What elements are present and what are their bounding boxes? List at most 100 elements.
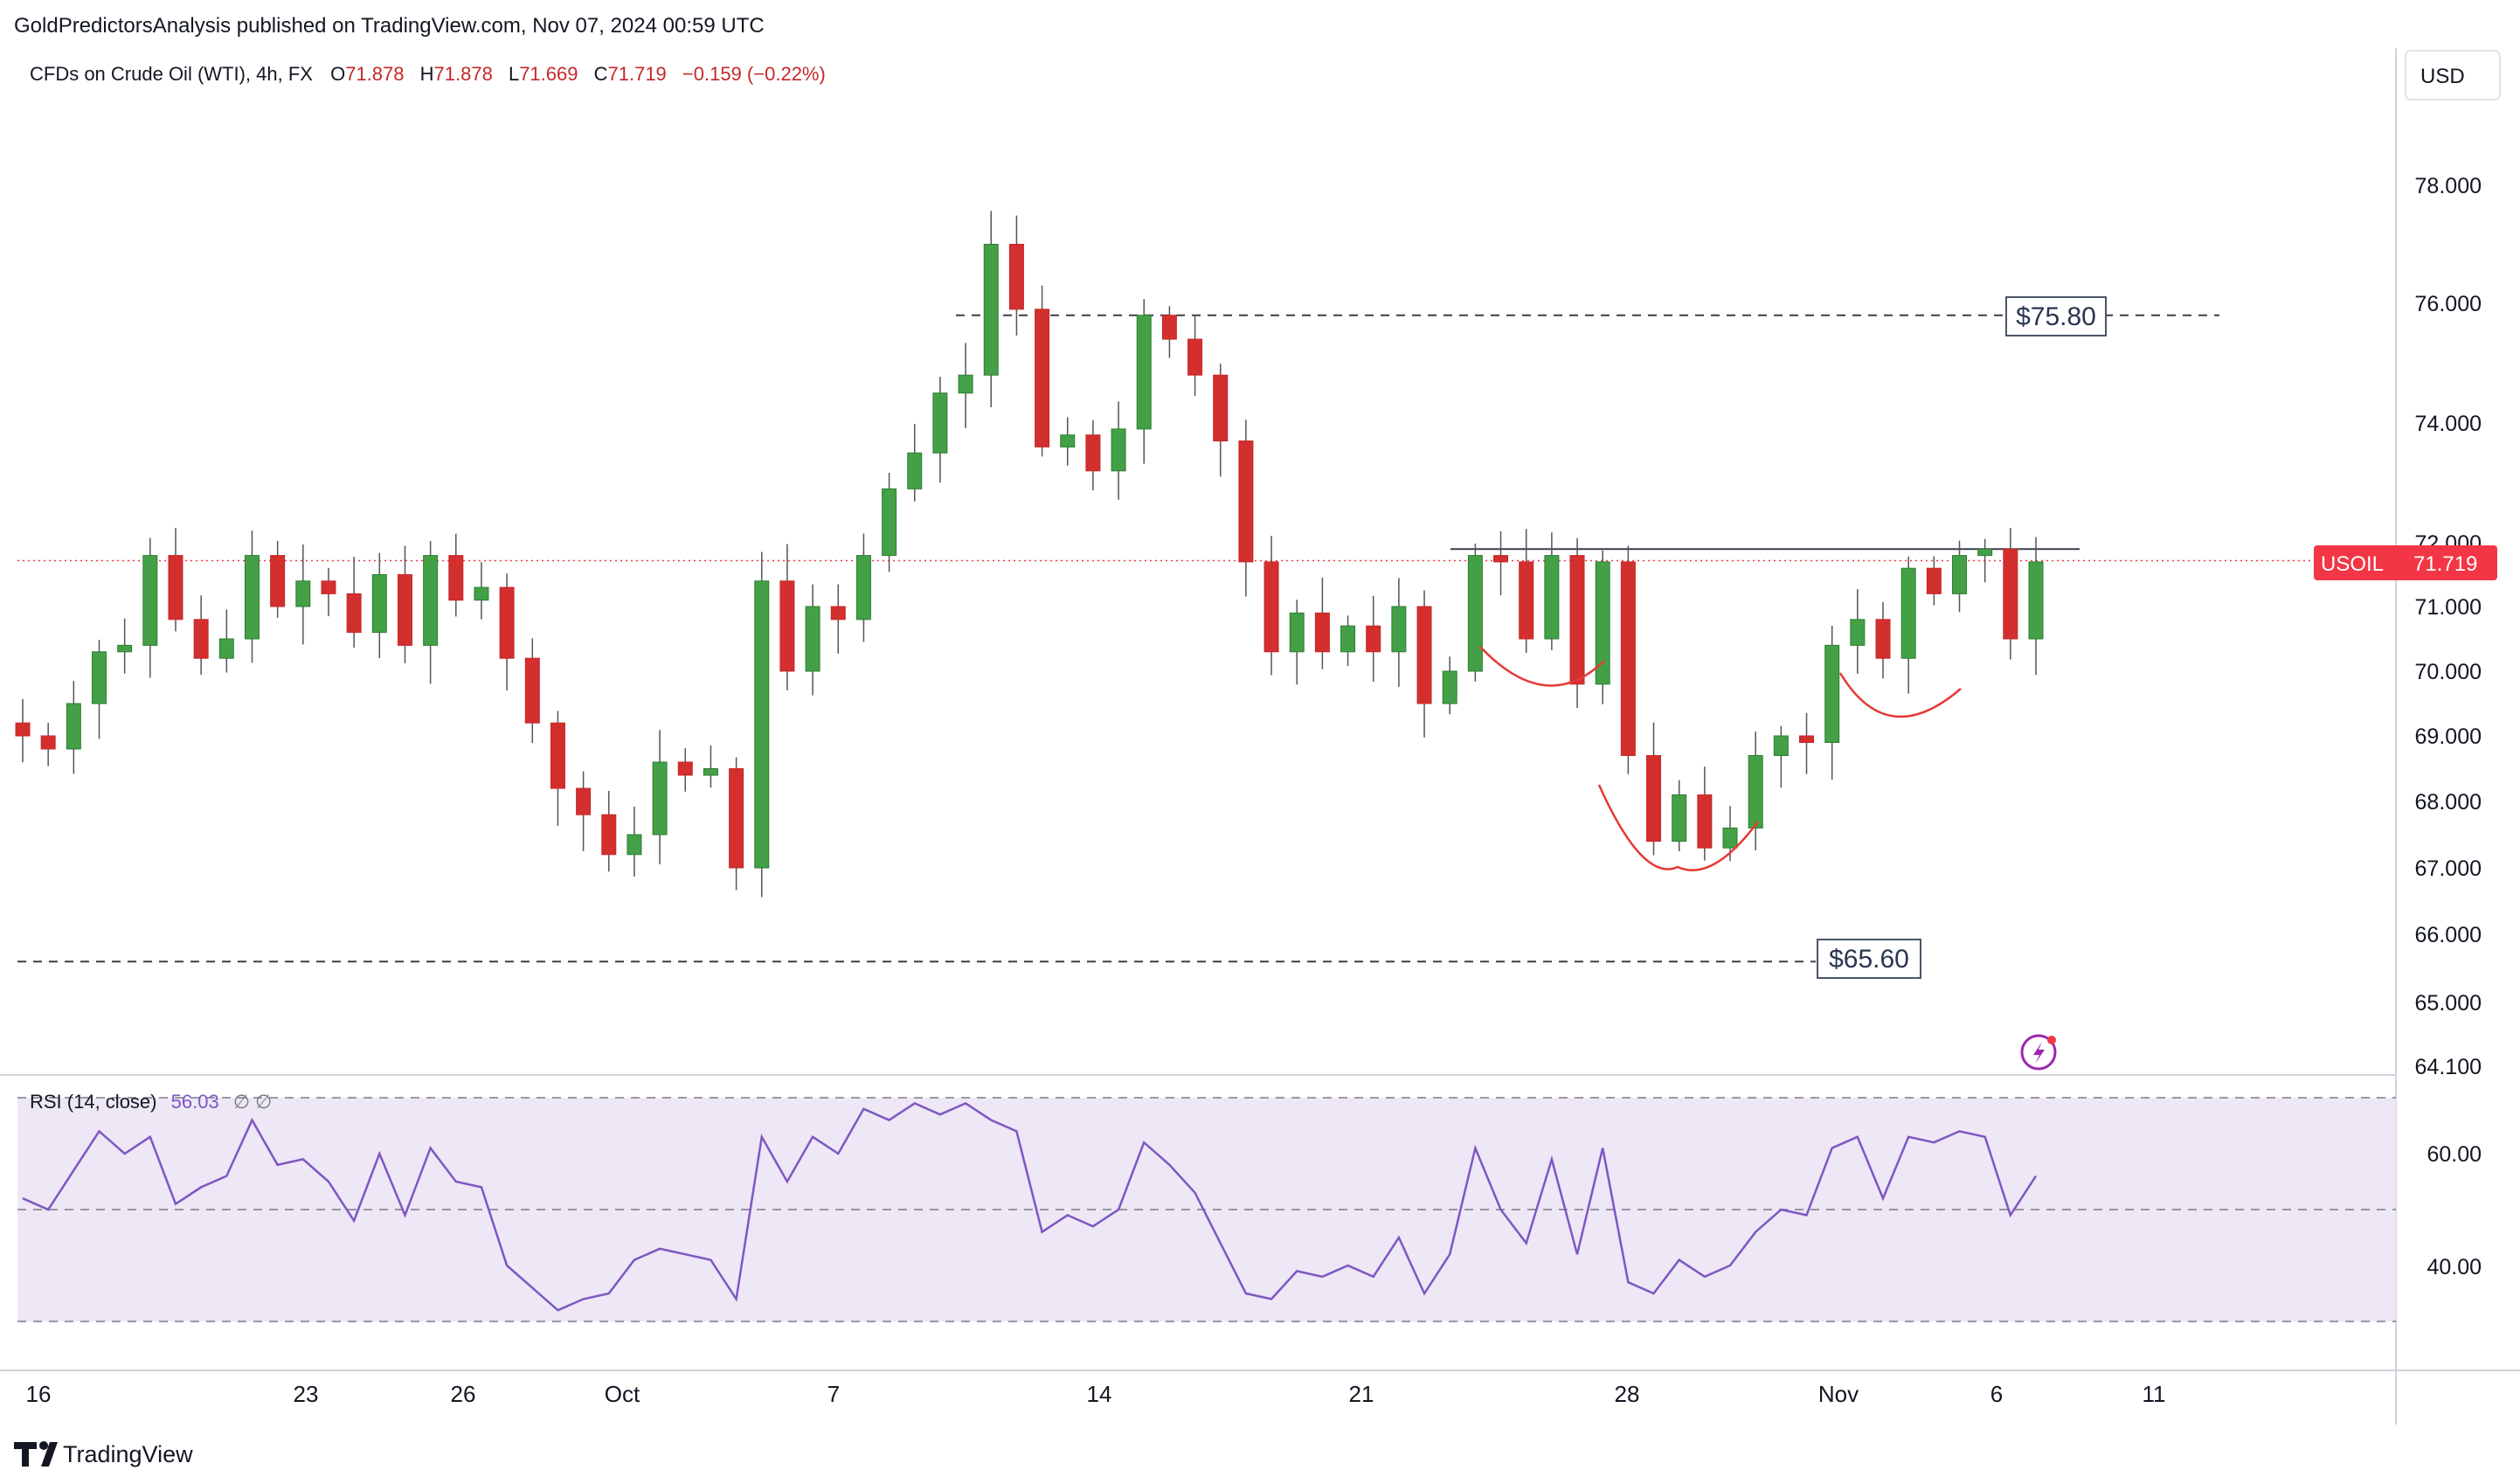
candle-body [168, 555, 183, 621]
candle-body [1875, 619, 1891, 659]
candle-body [91, 651, 107, 704]
candle-body [1340, 625, 1356, 653]
candle-body [1569, 555, 1585, 685]
candle-body [117, 644, 133, 653]
candle-body [1213, 374, 1229, 442]
candle-body [1595, 561, 1610, 685]
candle-body [397, 574, 412, 646]
time-tick-label: 7 [827, 1381, 840, 1407]
rsi-axis: 60.00 40.00 [2427, 1142, 2482, 1279]
price-tick-label: 68.000 [2415, 790, 2482, 815]
rsi-tick-label: 40.00 [2427, 1255, 2482, 1279]
candle-body [2003, 548, 2018, 640]
candle-body [983, 244, 999, 376]
candle-body [932, 392, 948, 454]
candle-body [142, 555, 158, 646]
high-label: H [420, 63, 434, 85]
time-tick-label: 26 [451, 1381, 476, 1407]
candle-body [627, 834, 642, 856]
candle-body [1442, 670, 1457, 704]
tradingview-logo[interactable]: TradingView [14, 1441, 193, 1467]
change-value: −0.159 (−0.22%) [682, 63, 826, 85]
candle-body [1900, 567, 1916, 659]
low-value: 71.669 [519, 63, 578, 85]
pattern-curve [1597, 784, 1760, 871]
candle-body [550, 722, 565, 789]
candle-body [524, 657, 540, 724]
tradingview-logo-icon[interactable] [14, 1442, 37, 1467]
time-tick-label: 28 [1615, 1381, 1640, 1407]
candle-body [1136, 315, 1152, 430]
candle-body [193, 619, 209, 659]
price-tick-label: 67.000 [2415, 856, 2482, 881]
candle-body [371, 574, 387, 634]
candles-layer [15, 211, 2044, 898]
candle-body [2028, 561, 2044, 640]
candle-body [1493, 555, 1509, 563]
last-price-badge: USOIL 71.719 [2314, 545, 2497, 580]
candle-body [1111, 428, 1126, 472]
candle-body [1161, 315, 1177, 340]
candle-body [423, 555, 439, 646]
candle-body [1926, 567, 1942, 594]
currency-selector[interactable]: USD [2405, 50, 2501, 101]
symbol-label: CFDs on Crude Oil (WTI), 4h, FX [30, 63, 313, 85]
candle-body [1035, 309, 1050, 447]
candle-body [66, 703, 81, 750]
candle-body [1187, 338, 1203, 376]
candle-body [601, 814, 617, 856]
time-tick-label: 23 [294, 1381, 319, 1407]
candle-body [958, 374, 973, 394]
time-tick-label: 21 [1349, 1381, 1374, 1407]
time-tick-label: 6 [1990, 1381, 2003, 1407]
lightning-alert-icon[interactable] [2020, 1034, 2057, 1071]
candle-body [15, 722, 31, 737]
price-tick-label: 66.000 [2415, 923, 2482, 947]
price-tick-label: 64.100 [2415, 1055, 2482, 1079]
currency-box[interactable] [2405, 50, 2501, 101]
open-value: 71.878 [345, 63, 404, 85]
price-tick-label: 76.000 [2415, 292, 2482, 316]
high-value: 71.878 [434, 63, 493, 85]
candle-body [1519, 561, 1534, 640]
candle-body [270, 555, 286, 607]
candle-body [1697, 794, 1713, 849]
candle-body [652, 761, 668, 836]
candle-body [346, 593, 362, 634]
candle-body [1646, 755, 1662, 843]
candle-body [729, 768, 744, 869]
candle-body [448, 555, 464, 601]
rsi-layer [17, 1097, 2396, 1322]
candle-body [1544, 555, 1560, 640]
candle-body [855, 555, 871, 621]
open-label: O [330, 63, 345, 85]
candle-body [576, 787, 592, 815]
price-tick-label: 71.000 [2415, 595, 2482, 620]
close-label: C [594, 63, 608, 85]
levels-layer [17, 314, 2314, 963]
price-axis: 78.00076.00074.00072.00071.00070.00069.0… [2415, 174, 2482, 1079]
candle-body [1977, 548, 1993, 557]
time-tick-label: 11 [2143, 1381, 2166, 1407]
candle-body [754, 580, 770, 869]
candle-body [805, 606, 820, 672]
last-price-symbol: USOIL [2321, 552, 2384, 576]
currency-label[interactable]: USD [2420, 65, 2465, 88]
pattern-layer [1479, 646, 1962, 871]
low-label: L [509, 63, 519, 85]
candle-body [1263, 561, 1279, 653]
candle-body [1952, 555, 1968, 594]
candle-body [882, 488, 897, 557]
candle-body [1085, 434, 1101, 472]
last-price-value: 71.719 [2413, 552, 2477, 576]
candle-body [244, 555, 260, 640]
candle-body [907, 452, 923, 489]
close-value: 71.719 [608, 63, 667, 85]
rsi-tick-label: 60.00 [2427, 1142, 2482, 1167]
tradingview-brand[interactable]: TradingView [63, 1441, 193, 1467]
candle-body [1238, 440, 1254, 563]
time-tick-label: Nov [1818, 1381, 1859, 1407]
price-tick-label: 65.000 [2415, 991, 2482, 1016]
lower-target-text: $65.60 [1829, 945, 1909, 974]
